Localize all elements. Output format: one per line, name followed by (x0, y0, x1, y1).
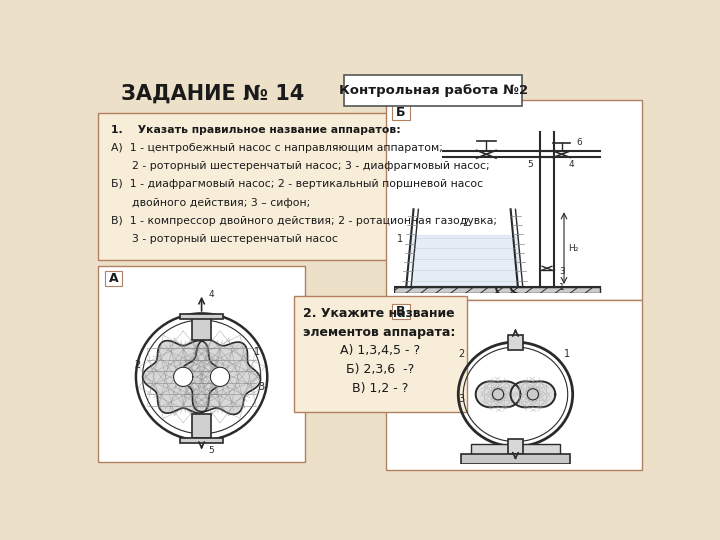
Text: А) 1,3,4,5 - ?: А) 1,3,4,5 - ? (340, 345, 420, 357)
Text: Контрольная работа №2: Контрольная работа №2 (338, 84, 528, 97)
Text: элементов аппарата:: элементов аппарата: (303, 326, 456, 339)
Text: А: А (109, 272, 118, 285)
FancyBboxPatch shape (386, 300, 642, 470)
FancyBboxPatch shape (344, 75, 523, 106)
FancyBboxPatch shape (392, 105, 410, 120)
FancyBboxPatch shape (294, 295, 467, 412)
FancyBboxPatch shape (392, 305, 410, 319)
FancyBboxPatch shape (386, 100, 642, 300)
Text: 1.    Указать правильное название аппаратов:: 1. Указать правильное название аппаратов… (111, 125, 401, 135)
FancyBboxPatch shape (104, 271, 122, 286)
Text: А)  1 - центробежный насос с направляющим аппаратом;: А) 1 - центробежный насос с направляющим… (111, 143, 443, 153)
Text: В) 1,2 - ?: В) 1,2 - ? (352, 382, 408, 395)
FancyBboxPatch shape (99, 266, 305, 462)
Text: В: В (396, 305, 405, 318)
Text: Б)  1 - диафрагмовый насос; 2 - вертикальный поршневой насос: Б) 1 - диафрагмовый насос; 2 - вертикаль… (111, 179, 483, 190)
Text: двойного действия; 3 – сифон;: двойного действия; 3 – сифон; (111, 198, 310, 207)
Text: 2. Укажите название: 2. Укажите название (303, 307, 455, 320)
Text: Б: Б (396, 106, 405, 119)
FancyBboxPatch shape (99, 113, 438, 260)
Text: В)  1 - компрессор двойного действия; 2 - ротационная газодувка;: В) 1 - компрессор двойного действия; 2 -… (111, 215, 498, 226)
Text: 3 - роторный шестеренчатый насос: 3 - роторный шестеренчатый насос (111, 234, 338, 244)
Text: ЗАДАНИЕ № 14: ЗАДАНИЕ № 14 (121, 84, 305, 104)
Text: Б) 2,3,6  -?: Б) 2,3,6 -? (346, 363, 414, 376)
Text: 2 - роторный шестеренчатый насос; 3 - диафрагмовый насос;: 2 - роторный шестеренчатый насос; 3 - ди… (111, 161, 490, 171)
